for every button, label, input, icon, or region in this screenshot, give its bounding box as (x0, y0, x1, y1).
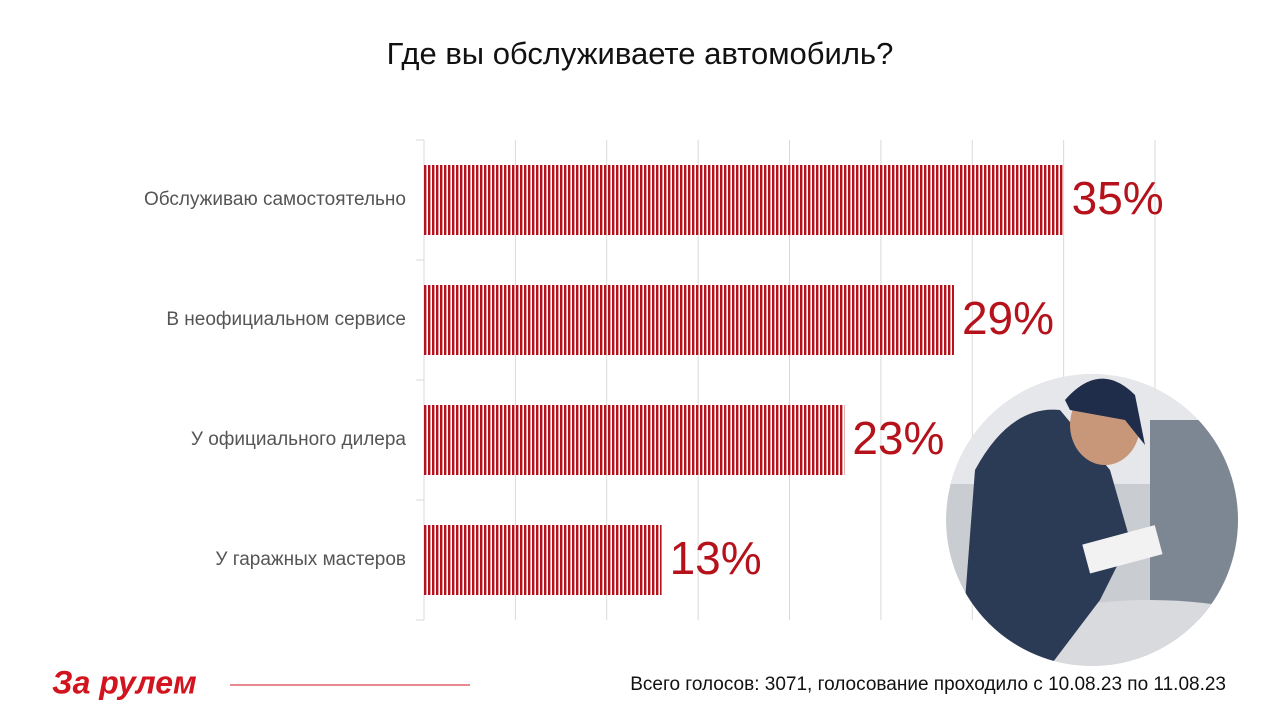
value-label: 35% (1072, 172, 1164, 224)
footnote: Всего голосов: 3071, голосование проходи… (630, 674, 1226, 695)
chart-title: Где вы обслуживаете автомобиль? (387, 36, 894, 71)
y-tick-label: У гаражных мастеров (215, 549, 406, 570)
value-label: 23% (852, 412, 944, 464)
photo (946, 374, 1238, 666)
bar (424, 165, 1064, 235)
bar (424, 285, 954, 355)
plot-area: Обслуживаю самостоятельно 35% В неофициаль… (144, 139, 1164, 621)
y-tick-label: У официального дилера (191, 429, 407, 450)
value-label: 29% (962, 292, 1054, 344)
y-tick-label: В неофициальном сервисе (166, 309, 406, 330)
bar (424, 525, 662, 595)
bar (424, 405, 845, 475)
logo: За рулем (52, 664, 197, 700)
value-label: 13% (670, 532, 762, 584)
y-tick-label: Обслуживаю самостоятельно (144, 189, 406, 210)
